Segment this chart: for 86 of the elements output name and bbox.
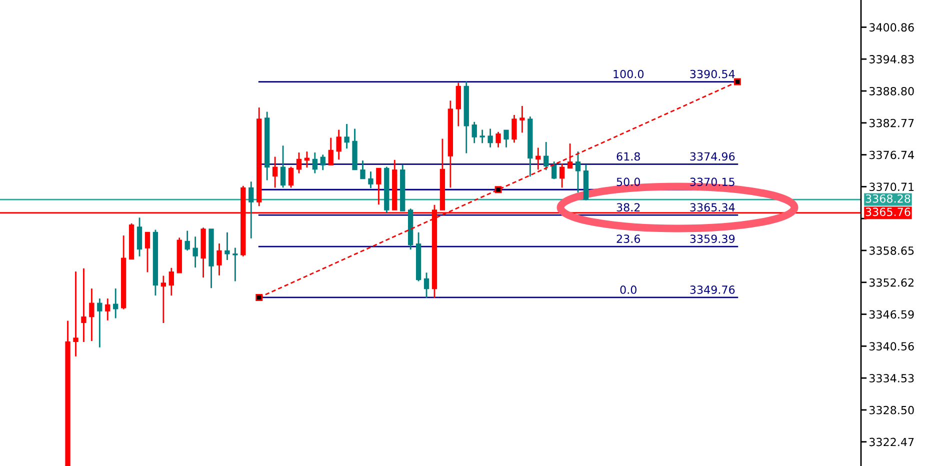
- candlestick: [512, 114, 517, 143]
- candlestick: [520, 106, 525, 133]
- y-tick-label: 3328.50: [869, 406, 914, 414]
- point: [494, 186, 502, 194]
- candlestick: [97, 298, 102, 348]
- annotation: 23.6: [616, 234, 640, 243]
- annotation: 0.0: [620, 286, 636, 294]
- candlestick: [216, 243, 222, 276]
- candlestick: [480, 130, 485, 144]
- annotation: 61.8: [616, 152, 640, 161]
- candlestick: [200, 228, 206, 278]
- ref-line-label: 3368.28: [866, 194, 910, 203]
- candlestick: [336, 130, 342, 160]
- candlestick: [184, 230, 190, 251]
- y-tick-label: 3340.56: [869, 342, 914, 351]
- annotation: 50.0: [616, 178, 640, 186]
- point: [734, 78, 741, 86]
- y-tick-label: 3394.83: [869, 55, 914, 64]
- y-tick-label: 3370.71: [869, 182, 914, 192]
- candlestick: [168, 268, 174, 296]
- candlestick: [400, 164, 406, 212]
- annotation: 100.0: [614, 70, 644, 78]
- ref-line-label: 3390.54: [690, 70, 735, 78]
- candlestick: [120, 236, 126, 310]
- candlestick: [152, 230, 158, 296]
- y-tick-label: 3382.77: [869, 118, 914, 128]
- candlestick: [81, 268, 86, 342]
- candlestick: [176, 238, 182, 274]
- ref-line-label: 3374.96: [690, 152, 735, 161]
- candlestick: [536, 148, 541, 170]
- candlestick: [352, 128, 358, 170]
- candlestick: [65, 320, 70, 466]
- ref-line-label: 3365.34: [690, 203, 735, 212]
- candlestick: [528, 116, 533, 176]
- candlestick: [360, 160, 366, 180]
- candlestick: [488, 128, 493, 148]
- candlestick: [280, 146, 286, 188]
- candlestick: [232, 248, 238, 282]
- candlestick: [264, 112, 270, 180]
- y-tick-label: 3400.86: [869, 23, 914, 32]
- ref-line-label: 3365.76: [866, 208, 910, 216]
- candlestick: [105, 298, 110, 320]
- point: [256, 294, 263, 301]
- candlestick: [224, 232, 230, 260]
- candlestick: [160, 276, 166, 324]
- candlestick: [384, 166, 390, 212]
- candlestick: [208, 228, 214, 288]
- candlestick: [304, 151, 310, 168]
- candlestick: [504, 130, 509, 148]
- candlestick: [408, 208, 414, 250]
- candlestick: [376, 168, 382, 205]
- candlestick: [472, 122, 477, 144]
- candlestick: [344, 124, 350, 148]
- candlestick: [136, 218, 142, 256]
- candlestick: [559, 164, 565, 188]
- candlestick: [551, 162, 557, 180]
- ref-line-label: 3359.39: [690, 234, 735, 243]
- candlestick: [583, 164, 589, 200]
- y-tick-label: 3388.80: [869, 86, 914, 96]
- candlestick: [328, 138, 334, 166]
- y-tick-label: 3322.47: [869, 438, 914, 446]
- y-tick-label: 3346.59: [869, 310, 914, 319]
- candlestick: [248, 182, 254, 238]
- candlestick: [89, 288, 94, 341]
- candlestick: [496, 132, 501, 148]
- candlestick: [296, 152, 302, 174]
- candlestick: [73, 272, 78, 356]
- candlestick: [320, 154, 326, 170]
- candlestick: [312, 152, 318, 174]
- candlestick: [416, 232, 422, 282]
- y-tick-label: 3358.65: [869, 246, 914, 255]
- candlestick: [456, 82, 461, 126]
- candlestick: [448, 100, 454, 188]
- candlestick: [128, 223, 134, 260]
- candlestick: [464, 81, 469, 154]
- candlestick: [288, 166, 294, 188]
- annotation: 38.2: [616, 203, 640, 212]
- candlestick: [256, 108, 262, 206]
- y-tick-label: 3334.53: [869, 374, 914, 382]
- y-tick-label: 3352.62: [869, 278, 914, 287]
- ref-line-label: 3349.76: [690, 286, 735, 294]
- candlestick: [368, 172, 374, 188]
- candlestick: [113, 288, 118, 318]
- y-tick-label: 3376.74: [869, 150, 914, 160]
- candlestick: [544, 142, 549, 170]
- candlestick: [192, 236, 198, 268]
